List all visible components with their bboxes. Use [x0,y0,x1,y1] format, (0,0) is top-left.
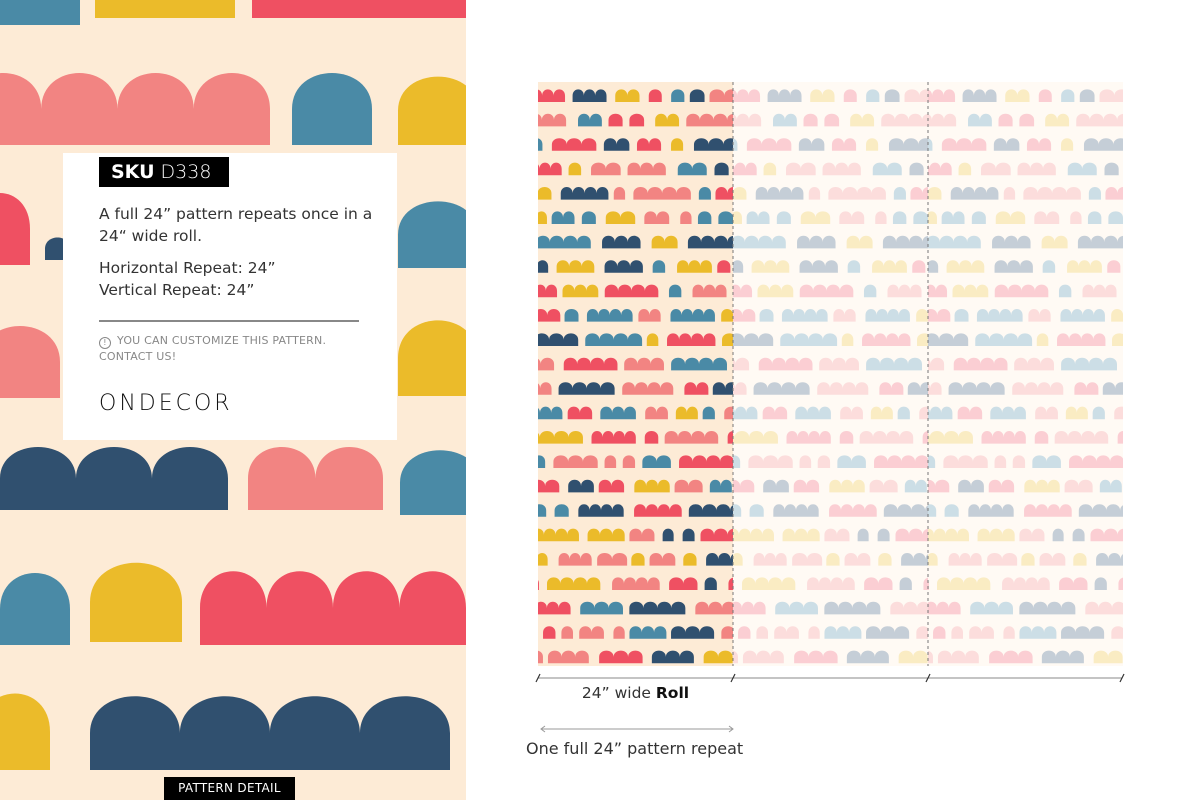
scallop-shape [292,73,372,145]
scallop-shape [248,447,383,510]
scallop-shape [0,326,60,398]
dimension-tick [535,673,541,683]
scallop-shape [0,693,50,770]
sku-badge: SKU D338 [99,157,229,187]
horizontal-repeat: Horizontal Repeat: 24” [99,259,276,277]
arrowhead-icon [540,725,734,733]
vertical-repeat: Vertical Repeat: 24” [99,281,255,299]
pattern-detail-label: PATTERN DETAIL [164,777,295,800]
scallop-shape [90,562,182,642]
scallop-shape [90,696,450,770]
scallop-shape [95,0,235,18]
customize-note: ! YOU CAN CUSTOMIZE THIS PATTERN. CONTACT… [99,333,369,364]
scallop-shape [400,450,466,515]
customize-note-text: YOU CAN CUSTOMIZE THIS PATTERN. CONTACT … [99,334,327,363]
dimension-tick [1119,673,1125,683]
scallop-shape [398,201,466,268]
scallop-shape [252,0,466,18]
scallop-shape [398,320,466,396]
roll-2 [718,82,977,666]
pattern-repeat-label: One full 24” pattern repeat [526,739,744,758]
scallop-shape [0,73,270,145]
roll-width-text: 24” wide [581,684,656,702]
pattern-description: A full 24” pattern repeats once in a 24“… [99,205,373,245]
scallop-shape [398,76,466,145]
divider [99,320,359,322]
scallop-shape [0,193,30,265]
sku-label: SKU [111,161,155,183]
dimension-tick [730,673,736,683]
scallop-shape [0,447,228,510]
dimension-tick [925,673,931,683]
brand-logo: ONDECOR [99,391,233,416]
sku-code: D338 [160,161,212,183]
scallop-shape [0,0,80,25]
repeat-info: Horizontal Repeat: 24” Vertical Repeat: … [99,257,276,301]
roll-word: Roll [655,684,690,702]
scallop-shape [200,571,466,645]
roll-width-label: 24” wide Roll [538,684,733,702]
scallop-shape [0,573,70,645]
info-card: SKU D338 A full 24” pattern repeats once … [63,153,397,440]
roll-3 [913,82,1172,666]
